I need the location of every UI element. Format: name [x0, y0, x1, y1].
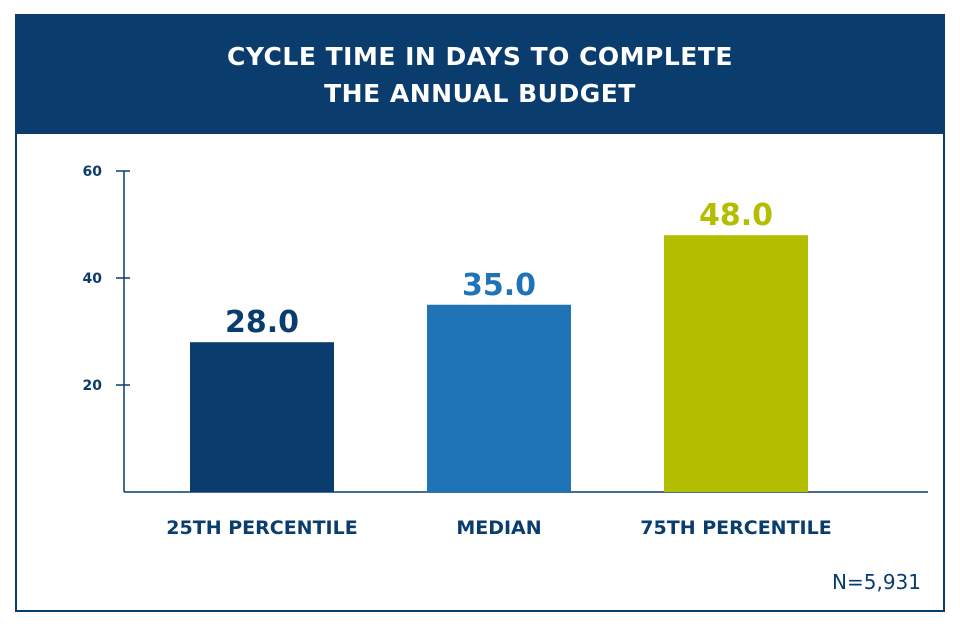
category-label-2: MEDIAN	[456, 517, 541, 539]
y-tick-label-60: 60	[83, 164, 103, 180]
y-tick-label-40: 40	[83, 271, 103, 287]
bar-2	[427, 304, 571, 492]
bar-value-label-2: 35.0	[462, 268, 536, 303]
category-label-1: 25TH PERCENTILE	[166, 517, 357, 539]
bar-value-label-1: 28.0	[225, 305, 299, 340]
bar-1	[190, 342, 334, 492]
bar-chart: 20 40 60 28.0 25TH PERCENTILE 35.0 MEDIAN 48.0 7…	[83, 164, 928, 539]
chart-header: CYCLE TIME IN DAYS TO COMPLETE THE ANNUA…	[17, 16, 943, 134]
bar-value-label-3: 48.0	[699, 198, 773, 233]
chart-frame: CYCLE TIME IN DAYS TO COMPLETE THE ANNUA…	[15, 14, 945, 612]
bar-3	[664, 235, 808, 492]
chart-title-line-1: CYCLE TIME IN DAYS TO COMPLETE	[226, 42, 734, 71]
chart-title-line-2: THE ANNUAL BUDGET	[324, 79, 636, 108]
sample-size-footnote: N=5,931	[832, 570, 921, 594]
y-tick-label-20: 20	[83, 378, 103, 394]
category-label-3: 75TH PERCENTILE	[640, 517, 831, 539]
